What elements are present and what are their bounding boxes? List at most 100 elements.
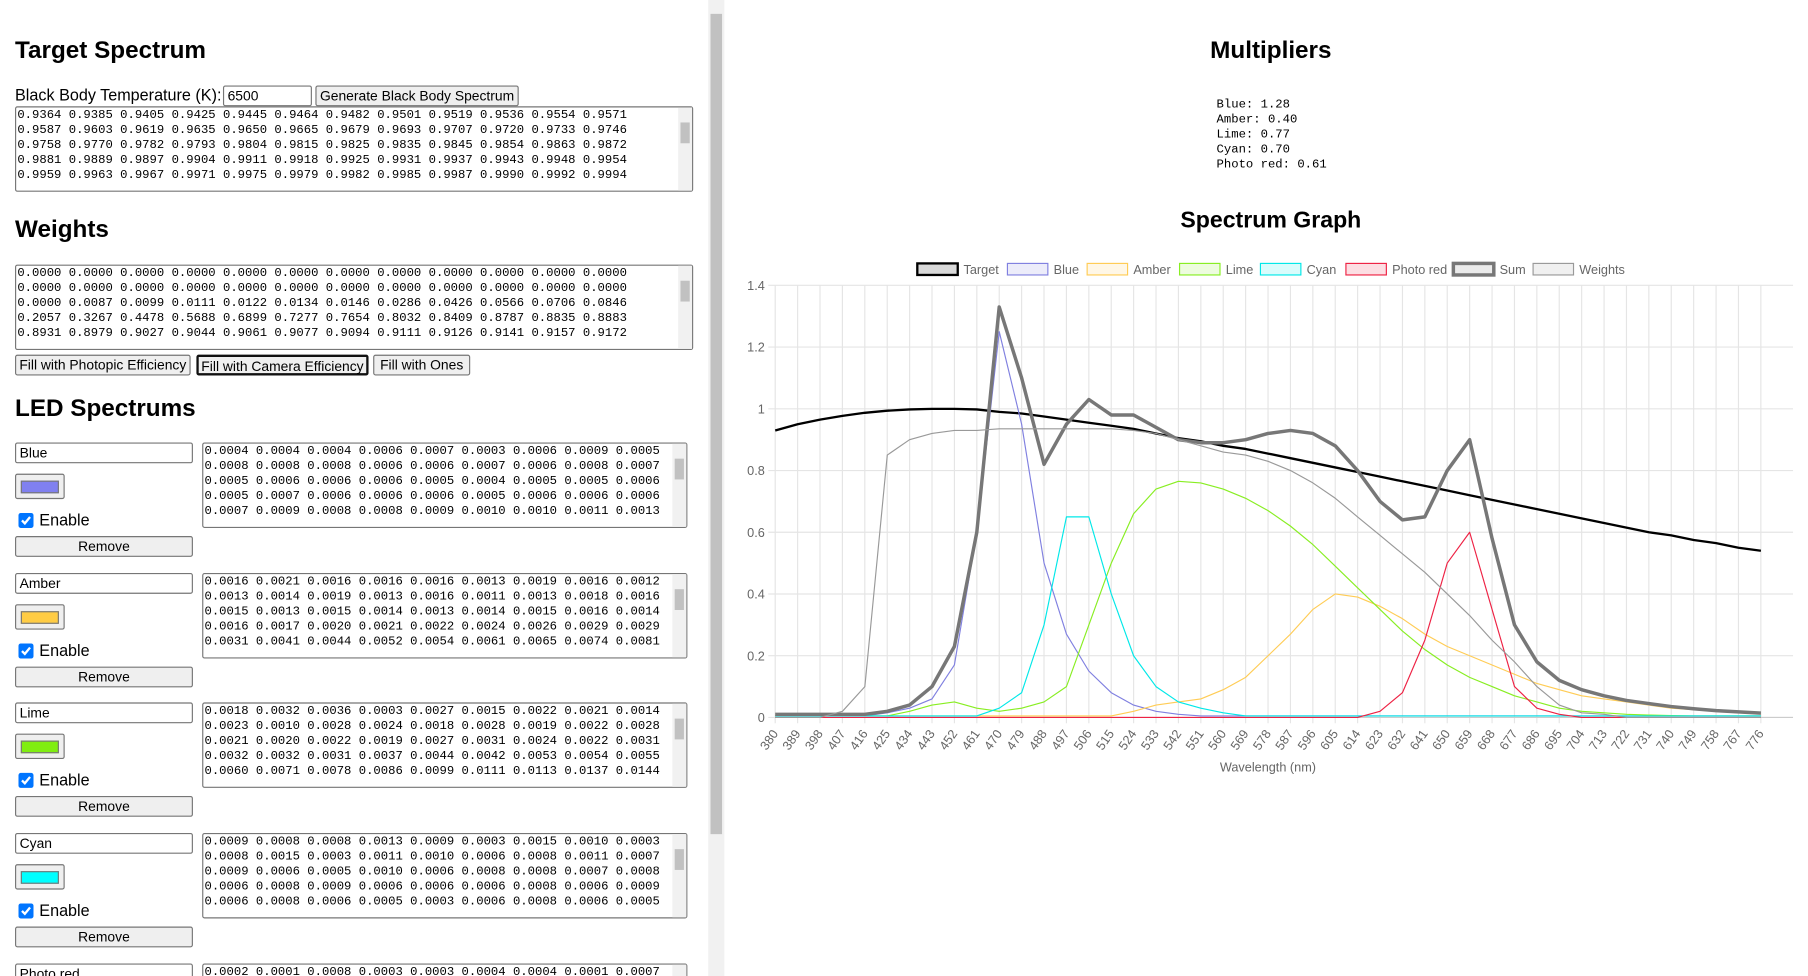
x-tick-label: 641	[1407, 727, 1431, 752]
x-tick-label: 470	[982, 727, 1006, 752]
textarea-line: 0.0009 0.0006 0.0005 0.0010 0.0006 0.000…	[204, 865, 660, 880]
led-name-input[interactable]: Amber	[15, 572, 193, 594]
textarea-line: 0.0000 0.0000 0.0000 0.0000 0.0000 0.000…	[17, 281, 627, 296]
textarea-scrollbar[interactable]	[672, 964, 687, 976]
x-tick-label: 452	[937, 727, 961, 752]
multiplier-line: Lime: 0.77	[1216, 128, 1290, 143]
x-tick-label: 605	[1318, 727, 1342, 752]
y-tick-label: 0.6	[747, 526, 765, 540]
x-tick-label: 479	[1004, 727, 1028, 752]
legend-swatch	[1006, 262, 1049, 276]
textarea-line: 0.2057 0.3267 0.4478 0.5688 0.6899 0.727…	[17, 311, 627, 326]
textarea-line: 0.0032 0.0032 0.0031 0.0037 0.0044 0.004…	[204, 750, 660, 765]
x-tick-label: 398	[802, 727, 826, 752]
textarea-scrollbar-thumb[interactable]	[674, 458, 684, 480]
enable-checkbox[interactable]	[18, 903, 34, 919]
multiplier-line: Cyan: 0.70	[1216, 143, 1290, 158]
led-textarea[interactable]	[202, 833, 688, 919]
y-tick-label: 1.4	[747, 279, 765, 293]
x-tick-label: 650	[1430, 727, 1454, 752]
section-title: Multipliers	[1210, 36, 1332, 64]
textarea-line: 0.0016 0.0017 0.0020 0.0021 0.0022 0.002…	[204, 620, 660, 634]
textarea-line: 0.0031 0.0041 0.0044 0.0052 0.0054 0.006…	[204, 635, 660, 649]
weights-textarea[interactable]	[15, 264, 694, 351]
section-title: Weights	[15, 216, 109, 243]
x-tick-label: 587	[1273, 727, 1297, 752]
generate-button[interactable]: Generate Black Body Spectrum	[315, 85, 519, 107]
multiplier-line: Blue: 1.28	[1216, 98, 1290, 113]
textarea-line: 0.0000 0.0000 0.0000 0.0000 0.0000 0.000…	[17, 266, 627, 281]
temperature-input[interactable]: 6500	[222, 85, 312, 107]
x-tick-label: 416	[847, 727, 871, 752]
remove-button[interactable]: Remove	[15, 536, 193, 557]
led-name-input[interactable]: Lime	[15, 702, 193, 724]
fill-button[interactable]: Fill with Photopic Efficiency	[15, 354, 191, 376]
series-line	[775, 305, 1762, 717]
series-line	[775, 516, 1761, 717]
y-tick-label: 1	[758, 402, 765, 416]
remove-button[interactable]: Remove	[15, 666, 193, 688]
enable-checkbox[interactable]	[18, 512, 34, 528]
textarea-scrollbar-thumb[interactable]	[680, 280, 690, 302]
led-textarea[interactable]	[202, 572, 688, 659]
enable-checkbox[interactable]	[18, 773, 34, 789]
legend-swatch	[1451, 261, 1496, 277]
x-tick-label: 461	[959, 727, 983, 752]
led-textarea[interactable]	[202, 702, 688, 789]
temperature-label: Black Body Temperature (K):	[15, 85, 222, 104]
fill-button[interactable]: Fill with Camera Efficiency	[196, 354, 369, 376]
y-tick-label: 0.2	[747, 649, 765, 663]
x-tick-label: 488	[1026, 727, 1050, 752]
enable-checkbox[interactable]	[18, 643, 34, 659]
textarea-scrollbar-thumb[interactable]	[674, 588, 684, 610]
x-tick-label: 578	[1250, 727, 1274, 752]
x-tick-label: 560	[1206, 727, 1230, 752]
x-tick-label: 389	[780, 727, 804, 752]
series-line	[775, 480, 1761, 717]
textarea-line: 0.0021 0.0020 0.0022 0.0019 0.0027 0.003…	[204, 735, 660, 750]
led-textarea[interactable]	[202, 442, 688, 528]
y-tick-label: 0	[758, 711, 765, 725]
legend-label: Amber	[1133, 263, 1171, 277]
remove-button[interactable]: Remove	[15, 926, 193, 948]
led-textarea[interactable]	[202, 963, 688, 976]
fill-button[interactable]: Fill with Ones	[373, 354, 471, 376]
textarea-line: 0.0016 0.0021 0.0016 0.0016 0.0016 0.001…	[204, 574, 660, 589]
legend-label: Photo red	[1392, 263, 1447, 277]
main-scrollbar-thumb[interactable]	[710, 13, 723, 835]
textarea-scrollbar-thumb[interactable]	[674, 719, 684, 740]
legend-label: Blue	[1054, 263, 1079, 277]
textarea-line: 0.0013 0.0014 0.0019 0.0013 0.0016 0.001…	[204, 589, 660, 604]
check-mark	[21, 906, 31, 916]
textarea-line: 0.0006 0.0008 0.0006 0.0005 0.0003 0.000…	[204, 895, 660, 910]
target-textarea[interactable]	[15, 106, 694, 192]
textarea-scrollbar-thumb[interactable]	[680, 122, 690, 144]
section-title: LED Spectrums	[15, 395, 196, 422]
series-line	[775, 531, 1761, 719]
remove-button[interactable]: Remove	[15, 796, 193, 818]
multiplier-line: Photo red: 0.61	[1216, 158, 1327, 173]
check-mark	[21, 646, 31, 656]
enable-label: Enable	[39, 640, 90, 660]
color-swatch-fill	[20, 480, 59, 494]
legend-label: Cyan	[1307, 263, 1337, 277]
x-tick-label: 731	[1631, 727, 1655, 752]
legend-swatch	[1086, 262, 1129, 276]
legend-label: Lime	[1226, 263, 1254, 277]
textarea-line: 0.0005 0.0006 0.0006 0.0006 0.0005 0.000…	[204, 474, 660, 489]
y-tick-label: 0.8	[747, 464, 765, 478]
check-mark	[21, 516, 31, 526]
x-tick-label: 425	[870, 727, 894, 752]
led-name-input[interactable]: Blue	[15, 442, 193, 464]
legend-swatch	[1345, 262, 1387, 276]
x-tick-label: 776	[1743, 727, 1767, 752]
textarea-line: 0.9758 0.9770 0.9782 0.9793 0.9804 0.981…	[17, 138, 627, 153]
textarea-line: 0.0023 0.0010 0.0028 0.0024 0.0018 0.002…	[204, 720, 660, 735]
textarea-scrollbar-thumb[interactable]	[674, 849, 684, 871]
x-tick-label: 443	[914, 727, 938, 752]
textarea-line: 0.0004 0.0004 0.0004 0.0006 0.0007 0.000…	[204, 444, 660, 459]
x-tick-label: 686	[1519, 727, 1543, 752]
led-name-input[interactable]: Photo red	[15, 963, 193, 976]
led-name-input[interactable]: Cyan	[15, 833, 193, 854]
